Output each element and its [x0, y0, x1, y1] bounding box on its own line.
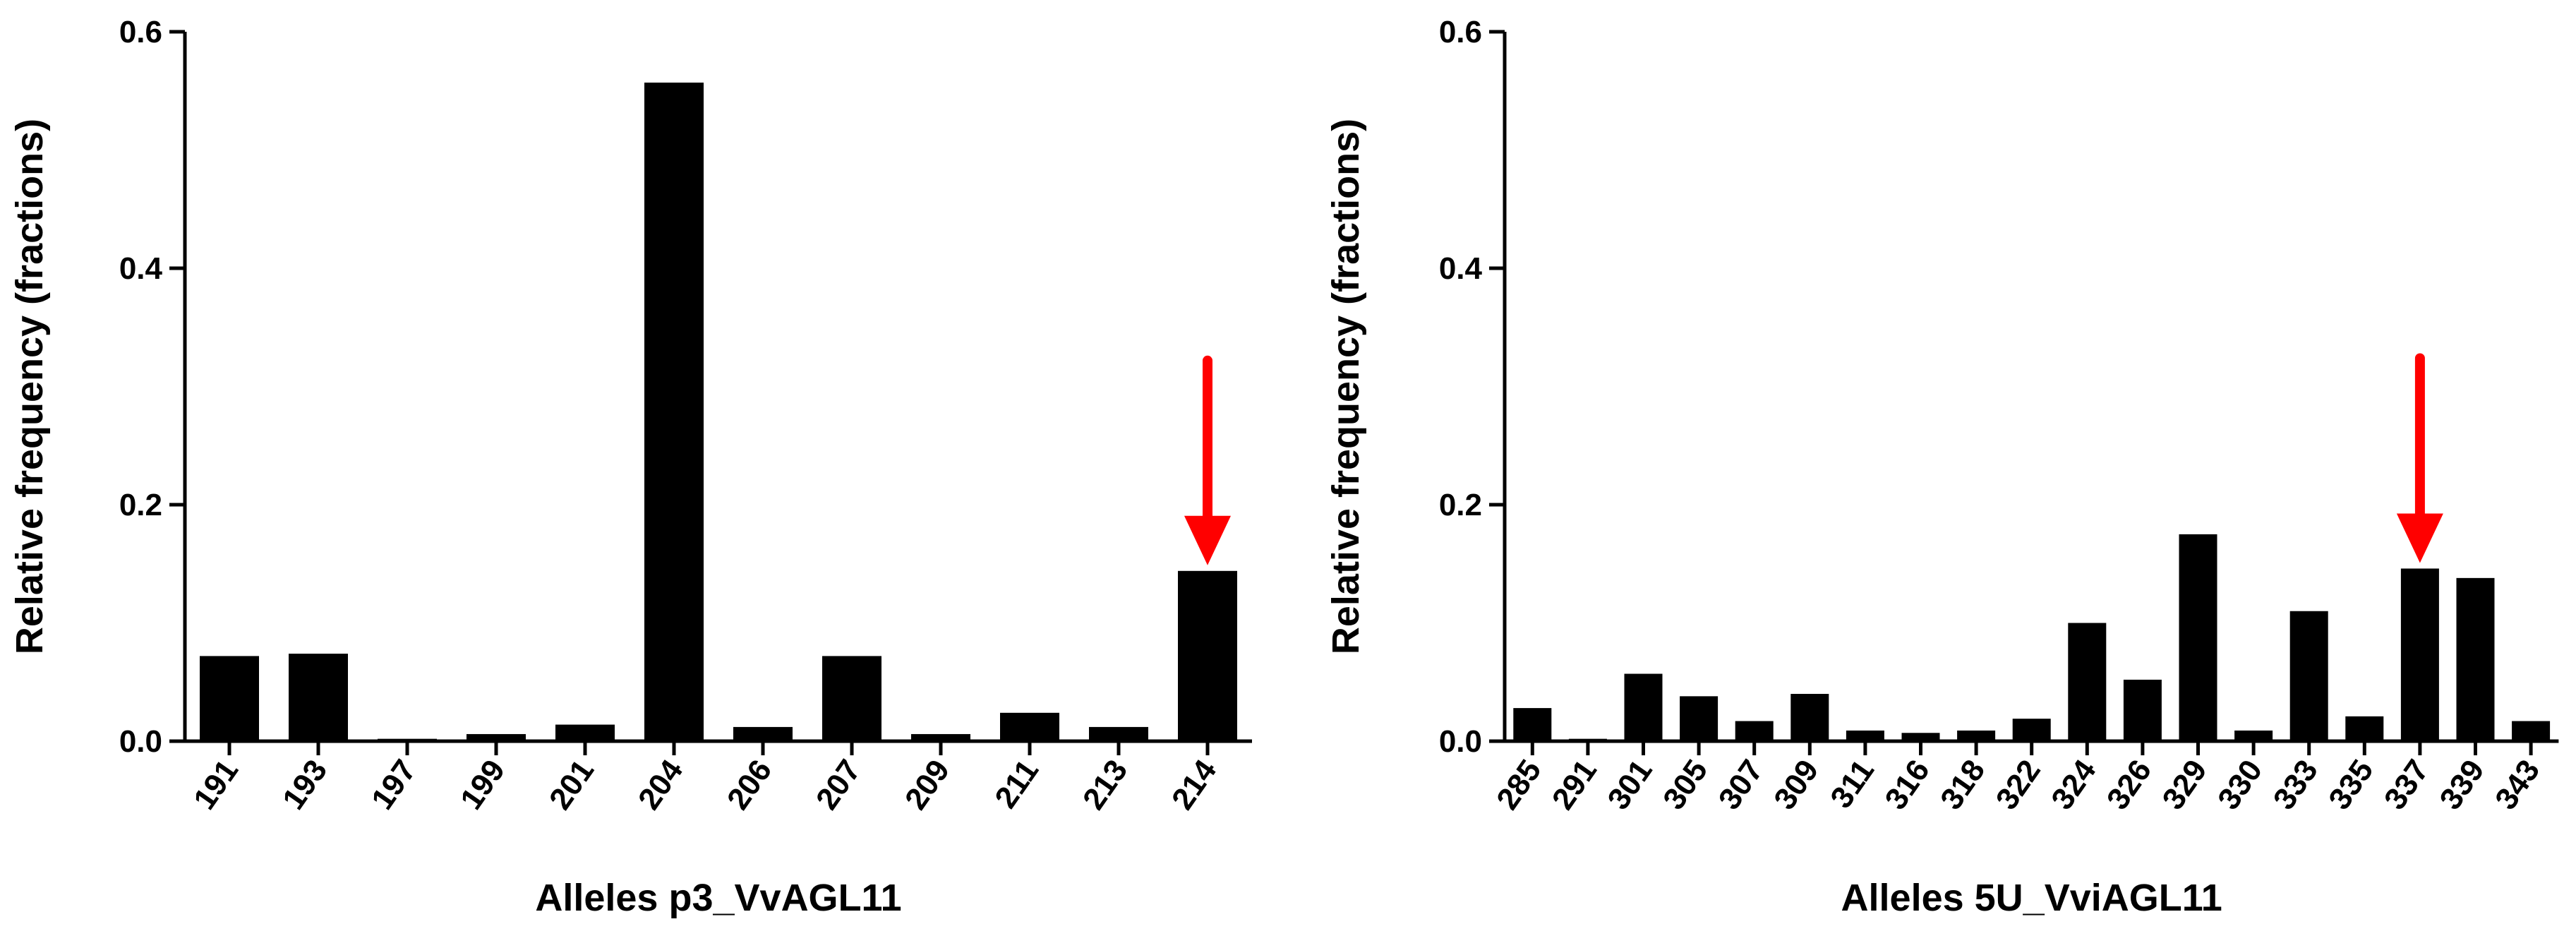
chart-2: 0.0 0.2 0.4 0.6 Relative frequency (fraction… — [1325, 15, 2559, 919]
x-tick-label-301: 301 — [1601, 754, 1659, 816]
y-tick-label: 0.6 — [1439, 15, 1482, 49]
x-tick-label-206: 206 — [721, 754, 778, 816]
chart-1: 0.0 0.2 0.4 0.6 Relative frequency (fraction… — [8, 15, 1252, 919]
bar-309 — [1790, 694, 1829, 741]
x-axis-title: Alleles 5U_VviAGL11 — [1841, 877, 2222, 919]
y-tick-label: 0.0 — [1439, 724, 1482, 759]
x-tick-label-291: 291 — [1546, 754, 1603, 816]
x-tick-label-324: 324 — [2045, 753, 2103, 816]
x-tick-label-285: 285 — [1490, 754, 1548, 816]
x-tick-label-318: 318 — [1934, 754, 1992, 816]
bar-291 — [1568, 738, 1607, 741]
x-tick-label-211: 211 — [988, 754, 1045, 815]
x-tick-label-305: 305 — [1656, 754, 1714, 816]
y-tick-label: 0.0 — [119, 724, 162, 759]
bar-339 — [2456, 577, 2495, 741]
x-tick-label-197: 197 — [365, 754, 423, 816]
x-tick-label-201: 201 — [543, 754, 601, 816]
x-tick-label-339: 339 — [2433, 754, 2491, 816]
bar-316 — [1901, 733, 1940, 741]
x-tick-label-326: 326 — [2100, 754, 2158, 816]
bar-329 — [2179, 534, 2217, 741]
bar-211 — [1000, 712, 1059, 741]
x-tick-label-335: 335 — [2322, 754, 2380, 816]
bar-326 — [2123, 679, 2162, 741]
bar-337 — [2400, 568, 2439, 741]
bar-324 — [2068, 623, 2107, 741]
x-tick-label-199: 199 — [454, 754, 512, 816]
highlight-arrow-icon — [1184, 355, 1231, 565]
y-tick-label: 0.6 — [119, 15, 162, 49]
x-tick-label-311: 311 — [1824, 754, 1881, 815]
y-axis-title: Relative frequency (fractions) — [8, 119, 51, 654]
x-tick-label-337: 337 — [2378, 754, 2436, 816]
y-tick-label: 0.4 — [1439, 251, 1483, 286]
bar-206 — [733, 726, 793, 741]
bar-343 — [2512, 721, 2551, 741]
y-tick-label: 0.2 — [1439, 488, 1482, 522]
bar-333 — [2289, 611, 2328, 741]
x-tick-label-322: 322 — [1990, 754, 2047, 816]
bar-335 — [2345, 716, 2384, 741]
bar-207 — [822, 656, 881, 741]
y-tick-label: 0.2 — [119, 488, 162, 522]
bar-197 — [378, 738, 437, 741]
bar-285 — [1513, 708, 1552, 741]
bar-301 — [1624, 673, 1663, 741]
bar-209 — [911, 733, 970, 741]
bar-318 — [1957, 730, 1996, 741]
x-tick-label-307: 307 — [1712, 754, 1770, 816]
x-tick-label-193: 193 — [276, 754, 334, 816]
bar-193 — [289, 654, 348, 741]
bar-201 — [555, 724, 615, 741]
bar-199 — [467, 733, 526, 741]
x-tick-label-333: 333 — [2267, 754, 2325, 816]
bar-330 — [2234, 730, 2273, 741]
x-tick-label-191: 191 — [187, 754, 245, 816]
bar-191 — [200, 656, 259, 741]
x-tick-label-207: 207 — [809, 754, 867, 816]
x-tick-label-316: 316 — [1878, 754, 1936, 816]
x-tick-label-330: 330 — [2211, 754, 2269, 816]
x-tick-label-209: 209 — [898, 754, 956, 816]
x-tick-label-204: 204 — [632, 753, 690, 816]
x-tick-label-214: 214 — [1165, 753, 1224, 816]
bar-322 — [2012, 719, 2051, 741]
bar-305 — [1680, 696, 1719, 741]
bar-214 — [1178, 570, 1237, 741]
y-axis-title: Relative frequency (fractions) — [1325, 119, 1367, 654]
x-tick-label-213: 213 — [1076, 754, 1134, 816]
x-tick-label-309: 309 — [1767, 754, 1825, 816]
highlight-arrow-icon — [2396, 353, 2443, 563]
y-tick-label: 0.4 — [119, 251, 163, 286]
bar-307 — [1735, 721, 1774, 741]
x-tick-label-343: 343 — [2488, 754, 2546, 816]
x-axis-title: Alleles p3_VvAGL11 — [535, 877, 901, 919]
x-tick-label-329: 329 — [2155, 754, 2213, 816]
bar-213 — [1089, 726, 1148, 741]
bar-311 — [1846, 730, 1884, 741]
bar-204 — [644, 83, 704, 741]
